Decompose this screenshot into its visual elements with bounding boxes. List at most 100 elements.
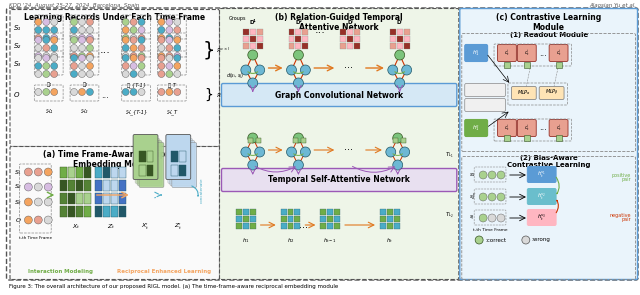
Text: ℋ_T: ℋ_T	[167, 109, 178, 115]
Circle shape	[166, 63, 173, 70]
Bar	[556, 62, 561, 68]
Circle shape	[86, 71, 93, 78]
Circle shape	[122, 37, 129, 43]
Circle shape	[24, 216, 33, 224]
Circle shape	[35, 183, 42, 191]
Text: Alaosian Yu et al.: Alaosian Yu et al.	[589, 3, 636, 8]
Text: $h_t^{s_1}$: $h_t^{s_1}$	[537, 170, 547, 180]
Bar	[250, 29, 256, 35]
Text: S₃: S₃	[15, 199, 22, 204]
Circle shape	[294, 50, 303, 60]
Circle shape	[70, 63, 77, 70]
Text: $c_t^i$: $c_t^i$	[504, 47, 510, 58]
Circle shape	[35, 19, 42, 25]
Circle shape	[35, 27, 42, 34]
Bar	[280, 223, 287, 229]
Circle shape	[79, 63, 86, 70]
Bar	[139, 165, 145, 176]
Circle shape	[388, 65, 397, 75]
Circle shape	[166, 19, 173, 25]
Circle shape	[395, 78, 404, 88]
Circle shape	[122, 19, 129, 25]
Text: S₂: S₂	[13, 43, 20, 49]
Text: ...: ...	[101, 91, 109, 99]
Circle shape	[24, 198, 33, 206]
Bar	[404, 43, 410, 49]
Bar	[236, 216, 242, 222]
Circle shape	[475, 236, 483, 244]
Circle shape	[86, 53, 93, 60]
Circle shape	[130, 27, 137, 34]
Circle shape	[79, 19, 86, 25]
Bar	[303, 36, 308, 42]
Circle shape	[488, 193, 496, 201]
Text: $c_t^i$: $c_t^i$	[504, 123, 510, 133]
Circle shape	[479, 214, 487, 222]
Circle shape	[166, 45, 173, 52]
Text: ...: ...	[344, 142, 353, 152]
Text: ...: ...	[539, 48, 547, 58]
Bar	[354, 29, 360, 35]
Bar	[103, 206, 110, 217]
Circle shape	[79, 37, 86, 43]
Text: Graph Convolutional Network: Graph Convolutional Network	[275, 91, 403, 99]
Circle shape	[35, 55, 42, 61]
Text: $T_{L_2}$: $T_{L_2}$	[445, 210, 454, 220]
Text: ...: ...	[315, 25, 326, 35]
Circle shape	[130, 37, 137, 43]
Text: $h_2$: $h_2$	[287, 236, 294, 245]
FancyBboxPatch shape	[6, 8, 638, 280]
FancyBboxPatch shape	[497, 119, 516, 137]
Circle shape	[497, 214, 505, 222]
Bar	[334, 209, 340, 215]
Bar	[250, 223, 256, 229]
Circle shape	[35, 198, 42, 206]
Text: $h_1^o$: $h_1^o$	[472, 123, 480, 133]
Bar	[172, 151, 179, 162]
Text: $MLP_{\beta}$: $MLP_{\beta}$	[545, 88, 559, 98]
Bar	[294, 216, 300, 222]
Bar	[397, 29, 403, 35]
Bar	[401, 138, 406, 143]
Bar	[387, 209, 393, 215]
Circle shape	[174, 53, 180, 60]
Text: $h_t$: $h_t$	[386, 236, 394, 245]
Text: (1) Readout Module: (1) Readout Module	[509, 32, 588, 38]
Circle shape	[122, 88, 129, 96]
Text: :correct: :correct	[485, 237, 506, 242]
Circle shape	[70, 71, 77, 78]
FancyBboxPatch shape	[139, 142, 164, 188]
Circle shape	[51, 35, 58, 42]
Bar	[354, 36, 360, 42]
Circle shape	[43, 27, 50, 34]
Circle shape	[400, 147, 410, 157]
Circle shape	[86, 19, 93, 25]
Circle shape	[43, 45, 50, 52]
Circle shape	[174, 71, 180, 78]
Circle shape	[35, 45, 42, 52]
Circle shape	[44, 198, 52, 206]
Circle shape	[51, 37, 58, 43]
Bar	[95, 206, 102, 217]
Text: (a) Time Frame-Aware Reciprocal
Embedding Module: (a) Time Frame-Aware Reciprocal Embeddin…	[43, 150, 187, 169]
Circle shape	[51, 63, 58, 70]
FancyBboxPatch shape	[527, 189, 556, 204]
Circle shape	[51, 45, 58, 52]
Circle shape	[79, 88, 86, 96]
Text: KDD '24, August 25-27, 2024, Barcelona, Spain: KDD '24, August 25-27, 2024, Barcelona, …	[8, 3, 139, 8]
Text: $Z_t$: $Z_t$	[107, 222, 115, 231]
Circle shape	[79, 45, 86, 52]
Text: 𝒥_{T-1}: 𝒥_{T-1}	[127, 82, 147, 88]
Text: ...: ...	[99, 45, 110, 55]
Circle shape	[248, 78, 258, 88]
Circle shape	[86, 88, 93, 96]
Circle shape	[70, 37, 77, 43]
FancyBboxPatch shape	[540, 86, 564, 99]
Text: $r_t^s \rightarrow r_t^s$: $r_t^s \rightarrow r_t^s$	[477, 85, 493, 95]
Bar	[95, 180, 102, 191]
Circle shape	[174, 55, 180, 61]
FancyArrowPatch shape	[248, 72, 257, 73]
Bar	[294, 209, 300, 215]
Text: $\mathbb{R}^{1\times l}$: $\mathbb{R}^{1\times l}$	[216, 90, 230, 100]
Text: $h_t^{s_2}$: $h_t^{s_2}$	[537, 192, 547, 202]
